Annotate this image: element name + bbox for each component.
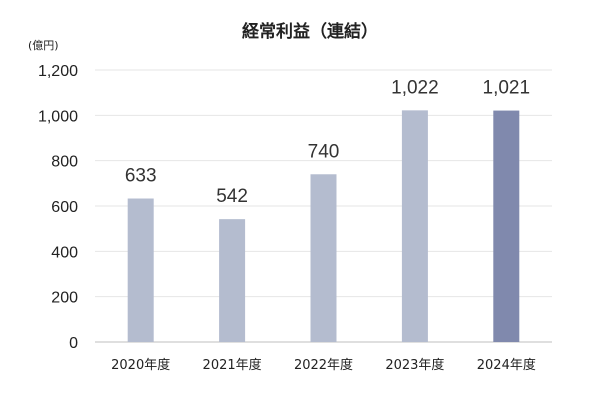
data-label: 633: [125, 166, 157, 187]
data-label: 1,021: [483, 78, 531, 99]
data-labels: 633 542 740 1,022 1,021: [125, 77, 530, 207]
y-tick-label: 800: [51, 154, 78, 171]
y-tick-label: 0: [69, 335, 78, 352]
bar: [127, 198, 154, 342]
data-label: 1,022: [391, 77, 439, 98]
y-tick-label: 400: [51, 244, 78, 261]
y-unit-label: (億円): [28, 39, 59, 52]
bar: [310, 174, 337, 342]
x-tick-label: 2021年度: [203, 357, 262, 373]
y-axis-ticks: 0 200 400 600 800 1,000 1,200: [38, 63, 78, 352]
data-label: 542: [216, 186, 248, 207]
x-tick-label: 2023年度: [385, 357, 444, 373]
x-axis-ticks: 2020年度 2021年度 2022年度 2023年度 2024年度: [111, 357, 536, 373]
y-tick-label: 600: [51, 199, 78, 216]
bar: [401, 110, 428, 342]
bar: [219, 219, 246, 342]
y-tick-label: 1,200: [38, 63, 78, 80]
x-tick-label: 2020年度: [111, 357, 170, 373]
data-label: 740: [308, 141, 340, 162]
y-tick-label: 1,000: [38, 108, 78, 125]
x-tick-label: 2022年度: [294, 357, 353, 373]
chart-title: 経常利益（連結）: [242, 21, 378, 42]
bar: [493, 110, 520, 342]
y-tick-label: 200: [51, 290, 78, 307]
x-tick-label: 2024年度: [477, 357, 536, 373]
bars: [127, 110, 520, 342]
